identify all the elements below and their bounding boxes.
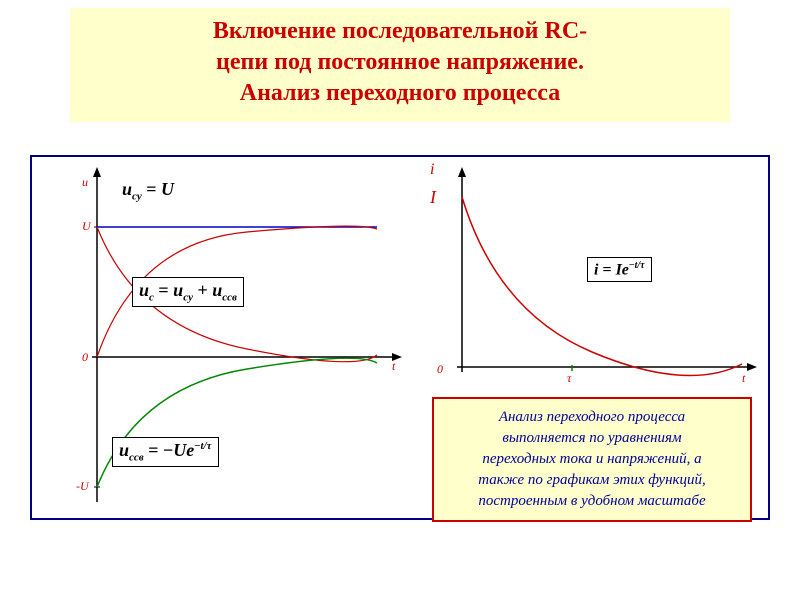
- chart-container: u U 0 -U t ucy = U uc = ucy + ucсв ucсв …: [30, 155, 770, 520]
- right-label-0: 0: [437, 362, 443, 377]
- title-line-1: Включение последовательной RC-: [90, 16, 710, 47]
- curve-current: [462, 197, 742, 376]
- title-line-2: цепи под постоянное напряжение.: [90, 47, 710, 78]
- analysis-text-box: Анализ переходного процесса выполняется …: [432, 397, 752, 522]
- left-label-0: 0: [82, 350, 88, 365]
- analysis-line-5: построенным в удобном масштабе: [448, 491, 736, 512]
- title-box: Включение последовательной RC- цепи под …: [70, 8, 730, 122]
- analysis-line-3: переходных тока и напряжений, а: [448, 449, 736, 470]
- left-label-U: U: [82, 219, 91, 234]
- curve-ucsv: [97, 358, 377, 487]
- right-label-I: I: [430, 187, 436, 208]
- right-label-t: t: [742, 371, 745, 386]
- analysis-line-4: также по графикам этих функций,: [448, 470, 736, 491]
- formula-current: i = Ie−t/τ: [587, 257, 652, 282]
- formula-uc: uc = ucy + ucсв: [132, 277, 244, 307]
- analysis-line-1: Анализ переходного процесса: [448, 407, 736, 428]
- left-label-u: u: [82, 175, 88, 190]
- right-label-tau: τ: [567, 371, 571, 386]
- formula-ucsv: ucсв = −Ue−t/τ: [112, 437, 219, 467]
- right-label-i: i: [430, 161, 434, 179]
- formula-ucy: ucy = U: [122, 179, 174, 203]
- left-label-t: t: [392, 359, 395, 374]
- title-line-3: Анализ переходного процесса: [90, 78, 710, 109]
- analysis-line-2: выполняется по уравнениям: [448, 428, 736, 449]
- left-label-negU: -U: [76, 479, 89, 494]
